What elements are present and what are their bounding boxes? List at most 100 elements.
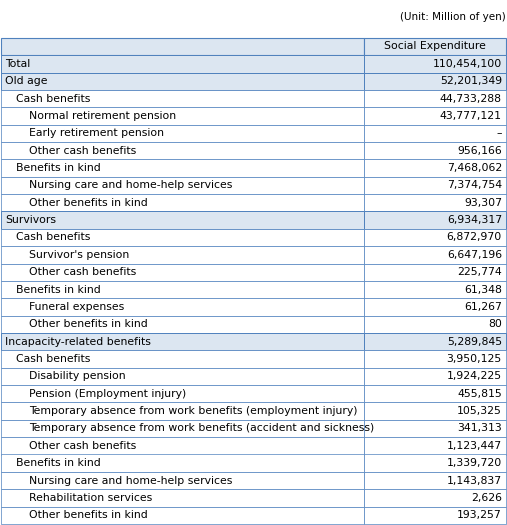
Text: 7,468,062: 7,468,062	[447, 163, 502, 173]
Bar	[1, 507, 364, 524]
Bar	[364, 90, 506, 107]
Text: Other cash benefits: Other cash benefits	[29, 267, 137, 277]
Bar	[364, 507, 506, 524]
Bar	[1, 124, 364, 142]
Text: 1,123,447: 1,123,447	[447, 441, 502, 451]
Text: Other cash benefits: Other cash benefits	[29, 441, 137, 451]
Bar	[364, 72, 506, 90]
Bar	[1, 264, 364, 281]
Bar	[1, 142, 364, 159]
Bar	[1, 368, 364, 385]
Bar	[364, 142, 506, 159]
Bar	[1, 350, 364, 367]
Text: Rehabilitation services: Rehabilitation services	[29, 493, 153, 503]
Text: Other benefits in kind: Other benefits in kind	[29, 198, 148, 208]
Bar	[364, 246, 506, 264]
Bar	[364, 298, 506, 316]
Text: Survivor's pension: Survivor's pension	[29, 250, 130, 260]
Bar	[1, 333, 364, 350]
Text: 6,934,317: 6,934,317	[447, 215, 502, 225]
Bar	[364, 107, 506, 124]
Bar	[1, 316, 364, 333]
Bar	[364, 489, 506, 507]
Text: Cash benefits: Cash benefits	[16, 233, 91, 243]
Bar	[364, 368, 506, 385]
Bar	[1, 472, 364, 489]
Text: Total: Total	[5, 59, 30, 69]
Text: Disability pension: Disability pension	[29, 371, 126, 381]
Text: Nursing care and home-help services: Nursing care and home-help services	[29, 181, 233, 191]
Bar	[364, 472, 506, 489]
Text: 956,166: 956,166	[457, 145, 502, 155]
Bar	[364, 281, 506, 298]
Bar	[364, 437, 506, 455]
Text: Nursing care and home-help services: Nursing care and home-help services	[29, 476, 233, 486]
Text: 80: 80	[488, 319, 502, 329]
Text: Cash benefits: Cash benefits	[16, 93, 91, 103]
Bar	[364, 402, 506, 420]
Text: 6,872,970: 6,872,970	[447, 233, 502, 243]
Bar	[364, 316, 506, 333]
Text: Other benefits in kind: Other benefits in kind	[29, 319, 148, 329]
Bar	[1, 229, 364, 246]
Bar	[364, 385, 506, 402]
Text: Funeral expenses: Funeral expenses	[29, 302, 125, 312]
Text: 3,950,125: 3,950,125	[447, 354, 502, 364]
Bar	[1, 72, 364, 90]
Bar	[1, 437, 364, 455]
Text: Benefits in kind: Benefits in kind	[16, 285, 101, 295]
Bar	[1, 107, 364, 124]
Bar	[1, 194, 364, 212]
Text: Survivors: Survivors	[5, 215, 56, 225]
Text: 193,257: 193,257	[457, 510, 502, 520]
Text: Early retirement pension: Early retirement pension	[29, 128, 164, 138]
Bar	[1, 160, 364, 177]
Text: Pension (Employment injury): Pension (Employment injury)	[29, 388, 187, 398]
Text: Other cash benefits: Other cash benefits	[29, 145, 137, 155]
Bar	[364, 55, 506, 72]
Text: 7,374,754: 7,374,754	[447, 181, 502, 191]
Text: 1,339,720: 1,339,720	[447, 458, 502, 468]
Text: 5,289,845: 5,289,845	[447, 337, 502, 347]
Bar	[1, 55, 364, 72]
Bar	[364, 160, 506, 177]
Text: Temporary absence from work benefits (employment injury): Temporary absence from work benefits (em…	[29, 406, 358, 416]
Text: Temporary absence from work benefits (accident and sickness): Temporary absence from work benefits (ac…	[29, 424, 375, 434]
Text: 110,454,100: 110,454,100	[432, 59, 502, 69]
Bar	[364, 264, 506, 281]
Text: 1,143,837: 1,143,837	[447, 476, 502, 486]
Bar	[364, 38, 506, 55]
Text: 225,774: 225,774	[457, 267, 502, 277]
Bar	[1, 385, 364, 402]
Text: Incapacity-related benefits: Incapacity-related benefits	[5, 337, 151, 347]
Text: 1,924,225: 1,924,225	[447, 371, 502, 381]
Text: 455,815: 455,815	[457, 388, 502, 398]
Bar	[364, 124, 506, 142]
Bar	[364, 333, 506, 350]
Text: Benefits in kind: Benefits in kind	[16, 163, 101, 173]
Bar	[364, 194, 506, 212]
Text: 105,325: 105,325	[457, 406, 502, 416]
Bar	[1, 177, 364, 194]
Bar	[1, 420, 364, 437]
Text: Normal retirement pension: Normal retirement pension	[29, 111, 176, 121]
Text: 93,307: 93,307	[464, 198, 502, 208]
Text: Cash benefits: Cash benefits	[16, 354, 91, 364]
Text: 341,313: 341,313	[457, 424, 502, 434]
Bar	[364, 177, 506, 194]
Text: (Unit: Million of yen): (Unit: Million of yen)	[400, 12, 506, 22]
Text: Social Expenditure: Social Expenditure	[384, 41, 486, 51]
Bar	[1, 489, 364, 507]
Bar	[364, 212, 506, 229]
Text: Benefits in kind: Benefits in kind	[16, 458, 101, 468]
Text: 61,267: 61,267	[464, 302, 502, 312]
Bar	[1, 281, 364, 298]
Text: 52,201,349: 52,201,349	[440, 76, 502, 86]
Text: 2,626: 2,626	[471, 493, 502, 503]
Text: Old age: Old age	[5, 76, 48, 86]
Bar	[1, 455, 364, 472]
Text: –: –	[496, 128, 502, 138]
Text: Other benefits in kind: Other benefits in kind	[29, 510, 148, 520]
Bar	[364, 350, 506, 367]
Text: 61,348: 61,348	[464, 285, 502, 295]
